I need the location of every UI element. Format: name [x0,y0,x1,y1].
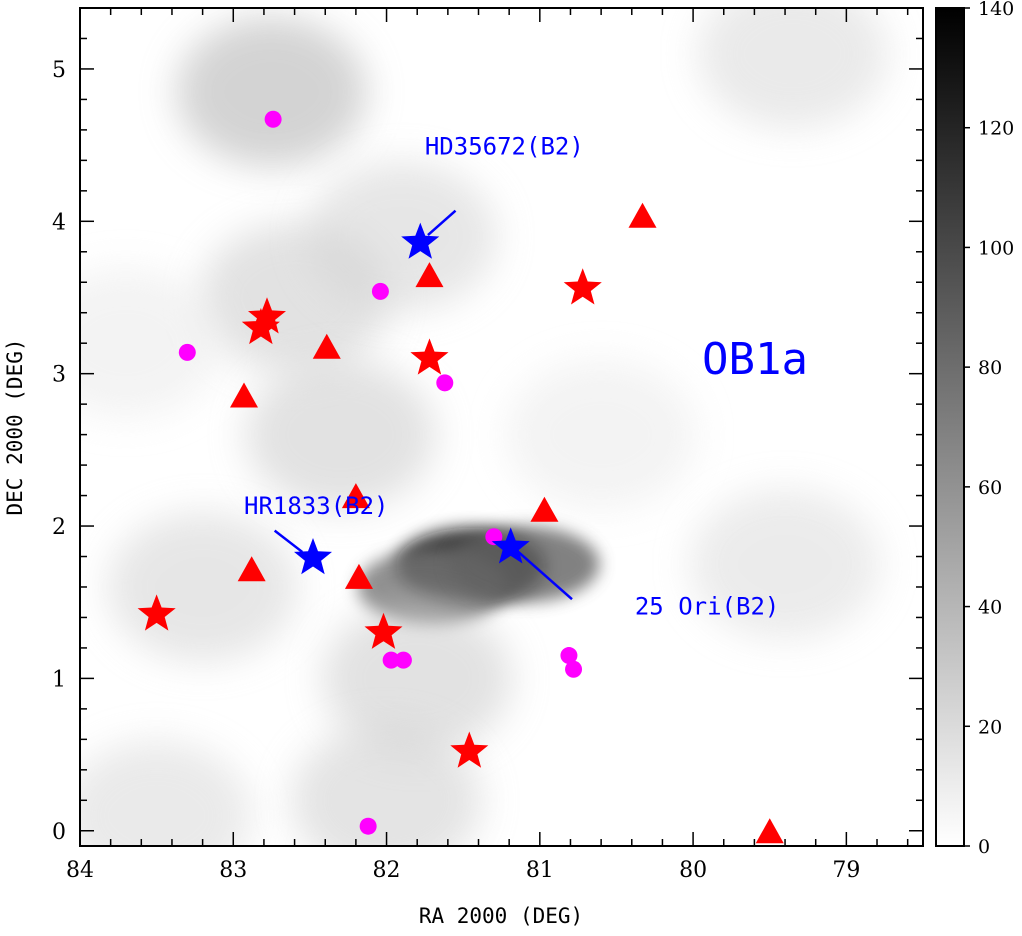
colorbar-tick-labels: 0 20 40 60 80 100 120 140 [964,0,1014,858]
axis-ticks [79,7,923,846]
colorbar-tick-label: 0 [978,836,990,858]
y-tick-label: 2 [52,515,66,540]
x-tick-label: 83 [219,858,247,883]
colorbar-tick-label: 20 [978,716,1002,738]
colorbar-tick-label: 60 [978,477,1002,499]
density-blob-3 [176,16,367,167]
y-tick-label: 5 [52,58,66,83]
red-star-marker [241,308,280,345]
density-blob-2 [449,526,600,603]
density-blob-11 [697,8,888,129]
magenta-circle-marker [359,817,377,835]
density-blob-7 [107,511,298,662]
colorbar: 0 20 40 60 80 100 120 140 [935,0,1014,858]
magenta-circle-marker [382,651,400,669]
colorbar-tick-label: 40 [978,597,1002,619]
magenta-circle-marker [371,282,389,300]
y-tick-label: 4 [52,210,66,235]
magenta-circle-marker [178,343,196,361]
density-blob-13 [506,359,697,510]
red-triangle-marker [415,262,444,288]
red-triangle-marker [344,563,373,589]
region-label: OB1a [702,334,808,385]
colorbar-tick-label: 100 [978,237,1014,259]
red-triangle-marker [230,382,259,408]
annotation-labels: HD35672(B2) HR1833(B2) 25 Ori(B2) [244,132,779,620]
red-star-marker [563,268,602,305]
density-blob-12 [690,489,881,640]
density-blob-5 [245,359,436,510]
axis-tick-labels: 84 83 82 81 80 79 0 1 2 3 4 5 [52,58,860,883]
colorbar-tick-label: 120 [978,118,1014,140]
blue-star-marker [491,527,530,564]
annotation-label: HR1833(B2) [244,492,389,520]
density-blob-8 [322,603,513,754]
density-blob-9 [80,740,252,846]
x-tick-label: 84 [66,858,94,883]
magenta-circle-marker [394,651,412,669]
red-star-marker [410,338,449,375]
y-tick-label: 3 [52,363,66,388]
annotation-line [427,209,457,236]
density-blob-10 [291,725,482,846]
magenta-circle-marker [264,110,282,128]
red-star-marker [450,731,489,768]
red-triangle-marker [628,202,657,228]
red-star-marker [364,612,403,649]
y-axis-title: DEC 2000 (DEG) [3,338,27,515]
x-axis-title: RA 2000 (DEG) [419,904,583,928]
red-triangle-marker [312,333,341,359]
y-tick-label: 1 [52,667,66,692]
red-triangle-marker [341,483,370,509]
red-star-marker [137,594,176,631]
red-triangle-marker [530,496,559,522]
annotation-label: HD35672(B2) [425,132,584,160]
x-tick-label: 79 [832,858,860,883]
y-tick-label: 0 [52,820,66,845]
red-star-marker [248,297,286,334]
x-tick-label: 80 [679,858,707,883]
magenta-circle-marker [565,660,583,678]
annotation-line [517,550,573,601]
density-blob-14 [80,268,221,419]
annotation-line [273,529,304,553]
annotation-lines [273,209,573,601]
colorbar-tick-label: 140 [978,0,1014,20]
x-tick-label: 82 [373,858,401,883]
density-background [80,8,888,846]
plot-frame [79,7,924,847]
data-markers [137,110,784,844]
blue-star-marker [401,222,440,259]
blue-star-marker [294,538,332,575]
red-triangle-marker [755,818,784,844]
magenta-circle-marker [560,647,578,665]
colorbar-tick-label: 80 [978,357,1002,379]
x-tick-label: 81 [526,858,554,883]
annotation-label: 25 Ori(B2) [635,592,780,620]
red-triangle-marker [237,556,266,582]
magenta-circle-marker [436,374,454,392]
colorbar-gradient [935,7,965,847]
